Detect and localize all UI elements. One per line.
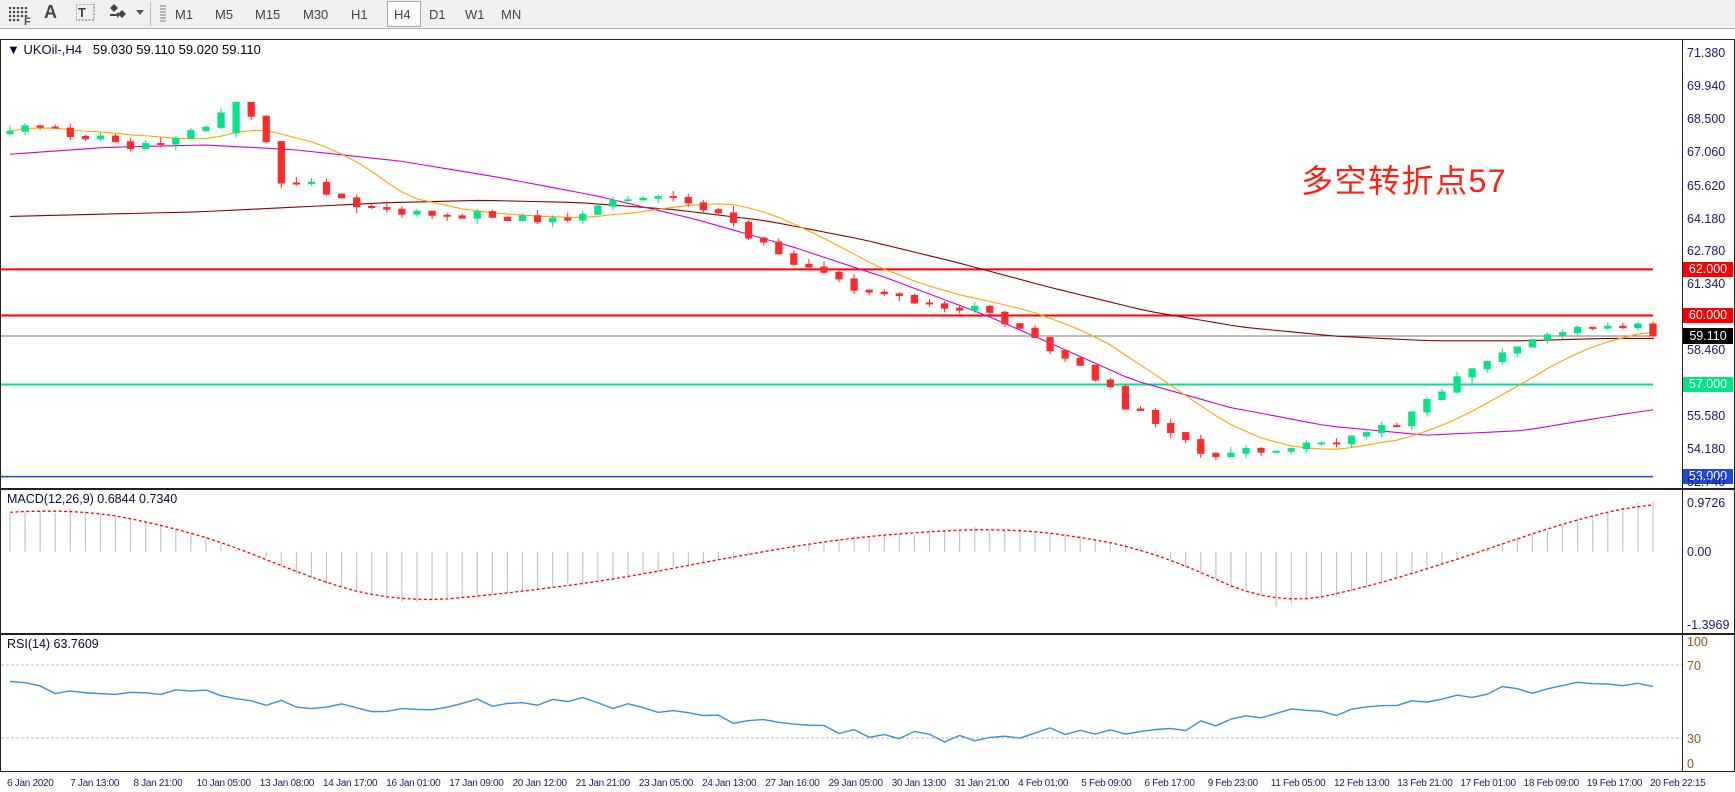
svg-text:T: T	[78, 5, 86, 20]
